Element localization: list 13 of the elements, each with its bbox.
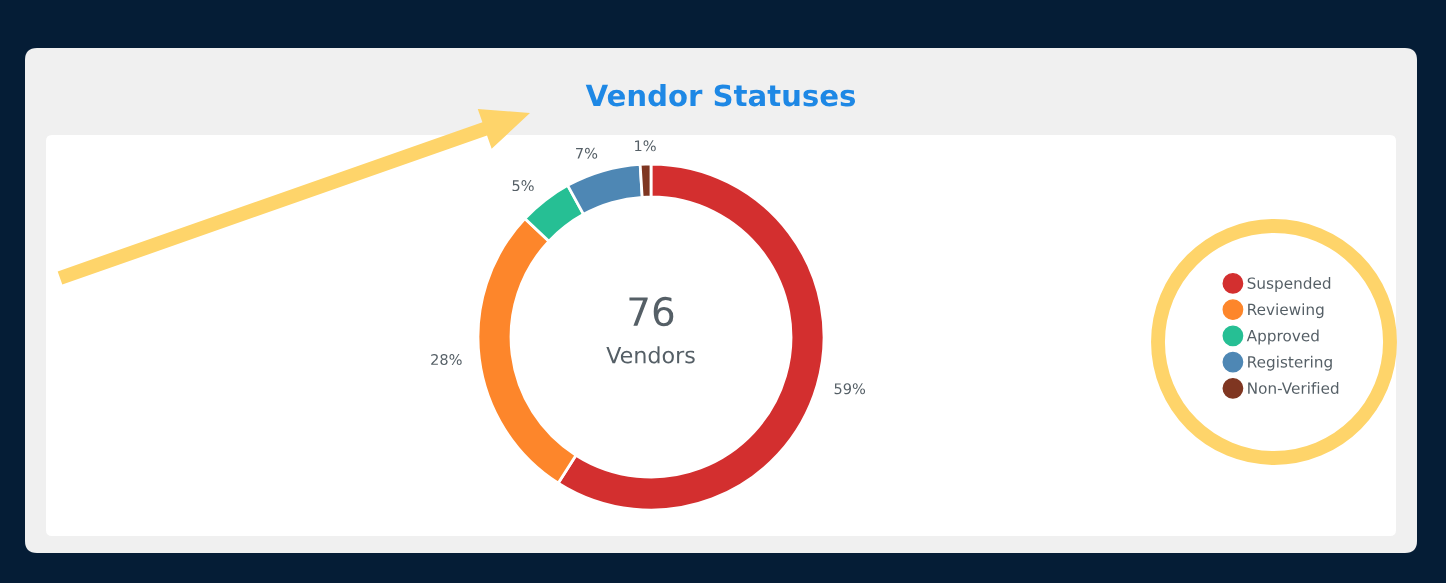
legend-label: Suspended: [1247, 277, 1331, 292]
chart-title: Vendor Statuses: [585, 83, 856, 107]
data-label: 59%: [834, 383, 866, 395]
text: Vendors: [606, 346, 695, 364]
data-label: 5%: [512, 180, 534, 192]
text: 76: [629, 296, 674, 327]
legend-label: Registering: [1248, 355, 1332, 371]
legend-label: Non-Verified: [1248, 382, 1339, 394]
data-label: 28%: [431, 354, 462, 366]
data-label: 1%: [635, 140, 656, 152]
legend-label: Approved: [1246, 329, 1319, 345]
data-label: 7%: [576, 147, 598, 159]
legend-label: Reviewing: [1248, 303, 1324, 319]
